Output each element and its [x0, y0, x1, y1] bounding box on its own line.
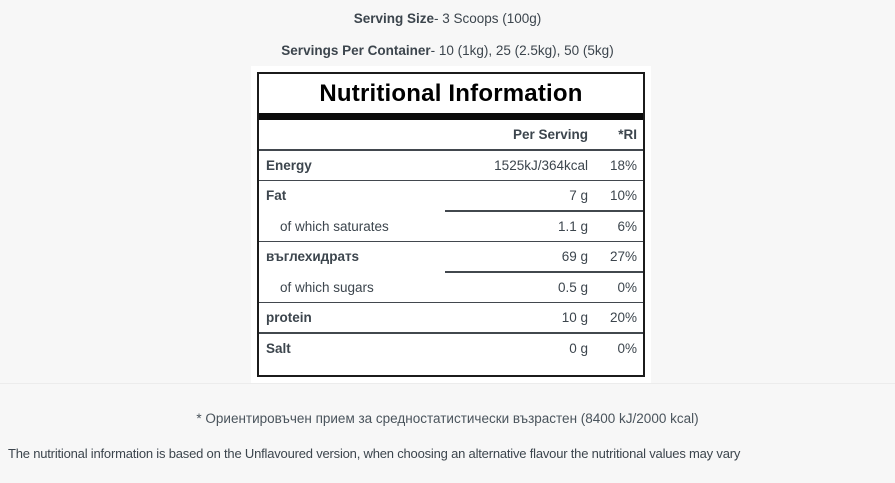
- row-per-serving-value: 0 g: [569, 340, 588, 356]
- nutrition-row: protein 10 g 20%: [259, 303, 643, 332]
- nutrition-row: въглехидратs 69 g 27%: [259, 242, 643, 271]
- nutrition-row: of which saturates 1.1 g 6%: [259, 212, 643, 241]
- row-divider: [259, 240, 643, 242]
- row-divider: [445, 210, 643, 212]
- servings-per-container-line: Servings Per Container- 10 (1kg), 25 (2.…: [0, 43, 895, 58]
- row-ri-value: 0%: [617, 340, 637, 356]
- column-header-row: Per Serving *RI: [259, 120, 643, 149]
- column-header-ri: *RI: [618, 127, 637, 142]
- row-per-serving-value: 1.1 g: [557, 218, 588, 234]
- row-label: Energy: [266, 157, 312, 173]
- serving-size-label: Serving Size: [353, 11, 434, 26]
- servings-per-container-label: Servings Per Container: [281, 43, 431, 58]
- row-label: Salt: [266, 340, 291, 356]
- nutrition-table: Nutritional Information Per Serving *RI …: [257, 72, 645, 377]
- row-ri-value: 10%: [609, 188, 637, 203]
- section-divider: [0, 383, 895, 384]
- row-label: protein: [266, 310, 312, 325]
- row-ri-value: 6%: [617, 218, 637, 234]
- row-ri-value: 20%: [609, 310, 637, 325]
- row-ri-value: 27%: [609, 249, 637, 264]
- flavour-disclaimer: The nutritional information is based on …: [8, 446, 741, 461]
- row-per-serving-value: 0.5 g: [557, 279, 588, 295]
- serving-size-value: - 3 Scoops (100g): [433, 11, 542, 26]
- row-per-serving-value: 7 g: [569, 188, 588, 203]
- row-per-serving-value: 10 g: [561, 310, 588, 325]
- table-title: Nutritional Information: [319, 80, 583, 107]
- row-label: Fat: [266, 188, 287, 203]
- row-divider: [259, 179, 643, 181]
- row-divider: [445, 271, 643, 273]
- ri-footnote: * Ориентировъчен прием за средностатисти…: [196, 411, 699, 426]
- header-divider: [259, 149, 643, 151]
- header-bar: [259, 113, 643, 120]
- column-header-per-serving: Per Serving: [512, 127, 588, 142]
- row-divider: [259, 301, 643, 303]
- row-per-serving-value: 69 g: [561, 249, 588, 264]
- row-ri-value: 0%: [617, 279, 637, 295]
- rows-container: Energy 1525kJ/364kcal 18% Fat 7 g 10% of…: [259, 151, 643, 363]
- serving-size-line: Serving Size- 3 Scoops (100g): [0, 11, 895, 26]
- row-ri-value: 18%: [609, 157, 637, 173]
- row-label: of which sugars: [280, 279, 374, 295]
- row-label: of which saturates: [280, 218, 389, 234]
- row-per-serving-value: 1525kJ/364kcal: [494, 157, 588, 173]
- row-label: въглехидратs: [266, 249, 360, 264]
- servings-per-container-value: - 10 (1kg), 25 (2.5kg), 50 (5kg): [430, 43, 614, 58]
- nutrition-row: of which sugars 0.5 g 0%: [259, 273, 643, 302]
- nutrition-row: Salt 0 g 0%: [259, 334, 643, 363]
- nutrition-row: Energy 1525kJ/364kcal 18%: [259, 151, 643, 180]
- row-divider: [259, 332, 643, 334]
- nutrition-table-canvas: Nutritional Information Per Serving *RI …: [251, 66, 651, 383]
- nutrition-row: Fat 7 g 10%: [259, 181, 643, 210]
